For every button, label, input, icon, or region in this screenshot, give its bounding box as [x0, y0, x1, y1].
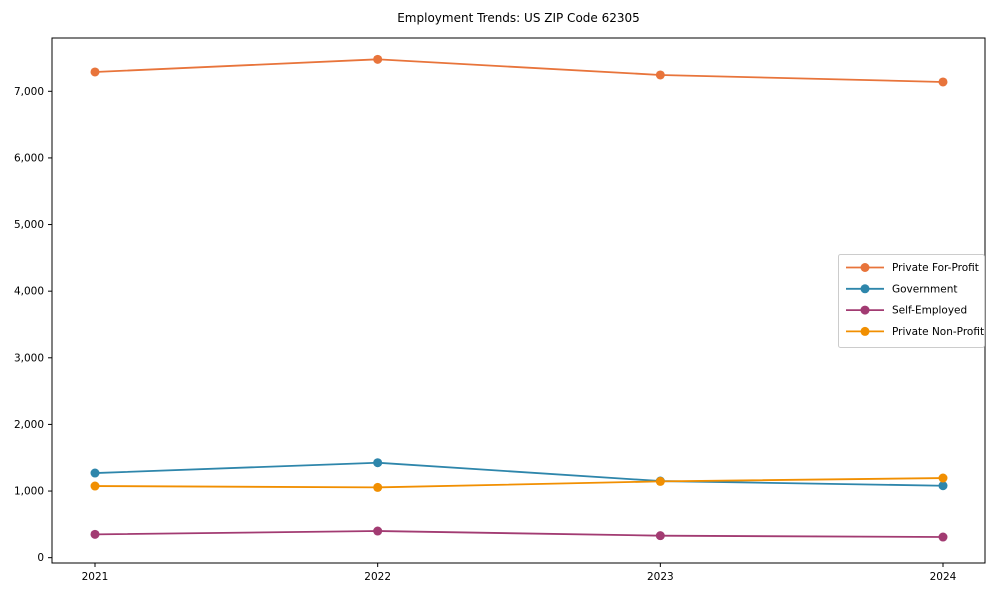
y-tick-label: 7,000 — [14, 86, 44, 98]
data-point-self-employed-2021 — [90, 529, 100, 539]
data-point-self-employed-2023 — [655, 531, 665, 541]
legend-box — [838, 254, 985, 348]
series-line-private-for-profit — [94, 58, 944, 83]
x-tick-label: 2023 — [647, 571, 674, 583]
legend: Private For-Profit Government Self-Employe… — [838, 254, 985, 348]
y-tick-label: 1,000 — [14, 486, 44, 498]
data-point-private-for-profit-2021 — [90, 67, 100, 77]
legend-label: Government — [892, 283, 957, 295]
series-line-government — [94, 461, 944, 487]
legend-label: Private For-Profit — [892, 262, 979, 274]
data-point-government-2022 — [373, 458, 383, 468]
data-point-self-employed-2024 — [938, 532, 948, 542]
y-tick-label: 5,000 — [14, 219, 44, 231]
legend-marker — [860, 305, 870, 315]
legend-marker — [860, 263, 870, 272]
x-tick-label: 2022 — [364, 571, 391, 583]
y-tick-label: 0 — [37, 552, 44, 564]
data-point-government-2021 — [90, 468, 100, 478]
legend-item-private-for-profit: Private For-Profit — [846, 262, 979, 274]
y-tick-label: 3,000 — [14, 352, 44, 364]
legend-marker — [860, 326, 870, 336]
series-line-private-non-profit — [94, 477, 944, 489]
legend-item-self-employed: Self-Employed — [846, 305, 967, 317]
y-tick-label: 4,000 — [14, 286, 44, 298]
data-point-government-2024 — [938, 481, 948, 491]
legend-item-private-non-profit: Private Non-Profit — [846, 326, 984, 338]
data-point-private-non-profit-2024 — [938, 473, 948, 483]
chart-title: Employment Trends: US ZIP Code 62305 — [397, 11, 640, 25]
legend-label: Private Non-Profit — [892, 326, 984, 338]
y-tick-label: 6,000 — [14, 152, 44, 164]
data-point-self-employed-2022 — [373, 526, 383, 536]
data-point-private-for-profit-2023 — [655, 70, 665, 80]
legend-marker — [860, 284, 870, 294]
data-point-private-non-profit-2021 — [90, 481, 100, 491]
data-point-private-non-profit-2023 — [655, 476, 665, 486]
legend-item-government: Government — [846, 283, 957, 295]
data-point-private-non-profit-2022 — [373, 482, 383, 492]
data-point-private-for-profit-2024 — [938, 77, 948, 87]
legend-label: Self-Employed — [892, 305, 967, 317]
x-tick-label: 2024 — [930, 571, 957, 583]
data-point-private-for-profit-2022 — [373, 54, 383, 64]
y-tick-label: 2,000 — [14, 419, 44, 431]
x-tick-label: 2021 — [82, 571, 109, 583]
series-line-self-employed — [94, 530, 944, 538]
